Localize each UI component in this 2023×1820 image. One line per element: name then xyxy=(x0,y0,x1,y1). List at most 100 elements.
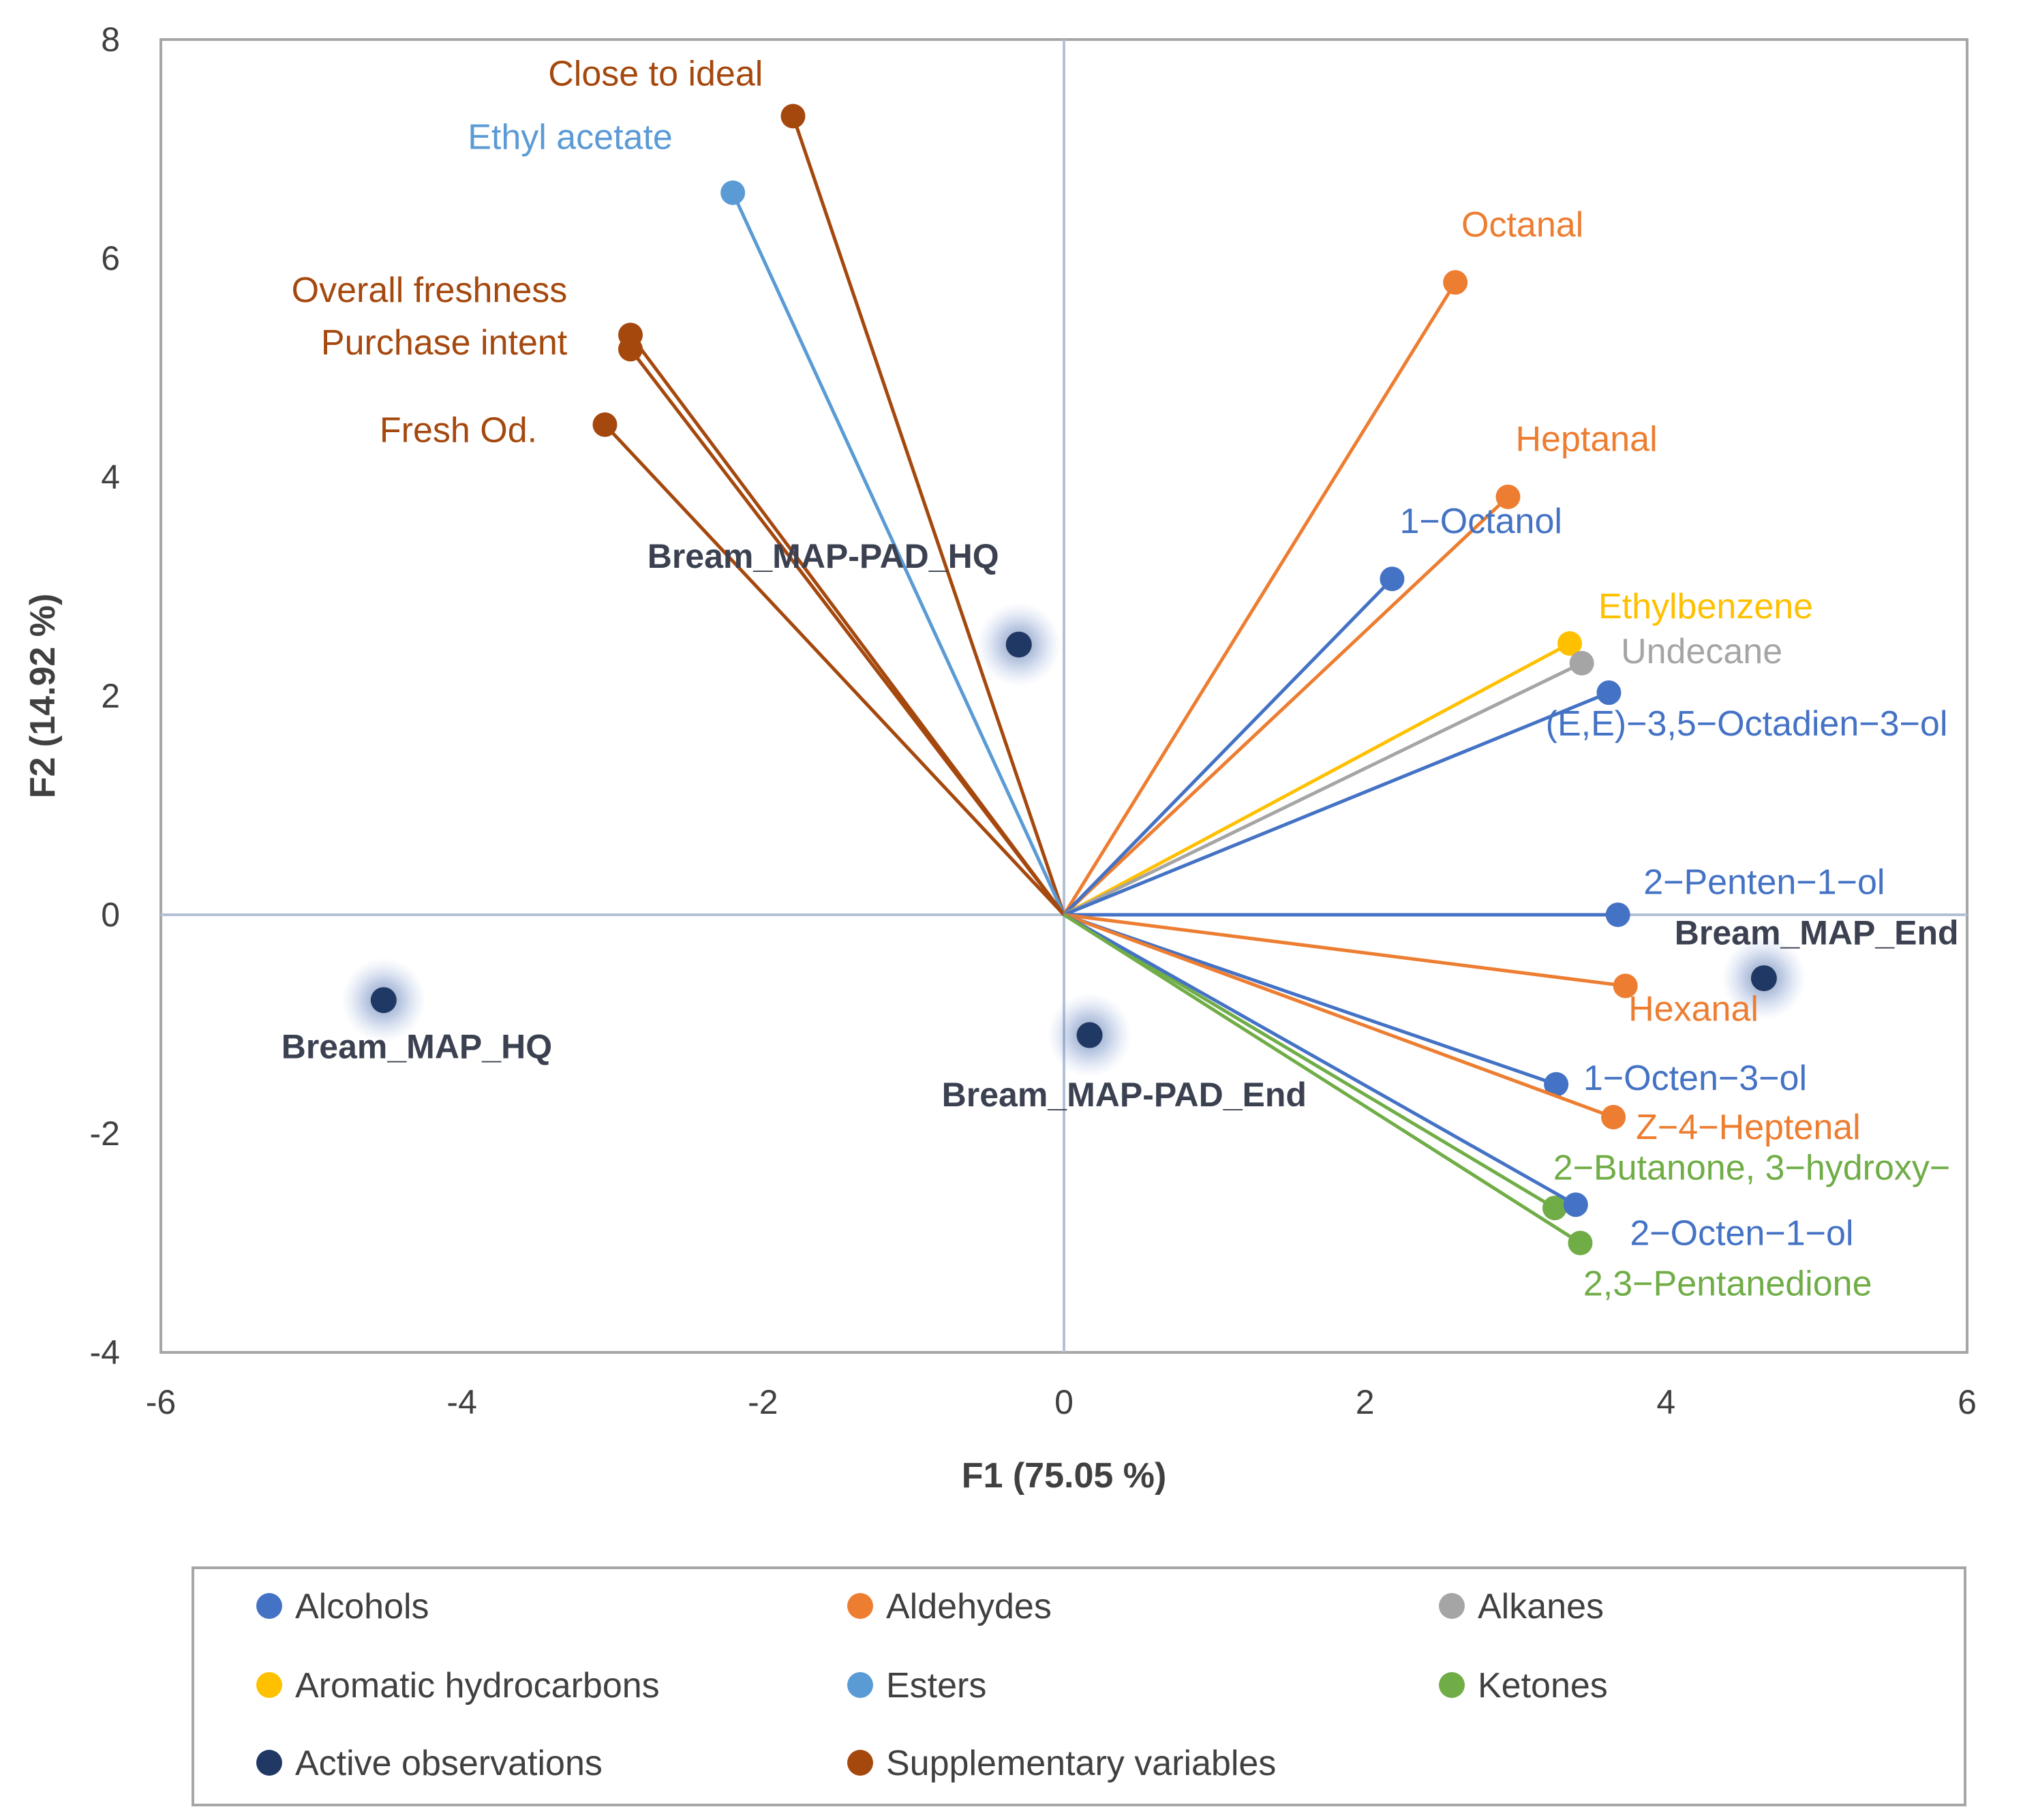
legend-marker-supplementary-variables xyxy=(847,1750,873,1776)
label-overall-freshness: Overall freshness xyxy=(292,271,568,310)
y-tick-label: 8 xyxy=(101,20,120,59)
legend-marker-esters xyxy=(847,1672,873,1698)
point-1-octen-3-ol xyxy=(1544,1072,1569,1097)
label-ethyl-acetate: Ethyl acetate xyxy=(468,118,673,157)
vector-z-4-heptenal xyxy=(1063,913,1614,1119)
label-fresh-od: Fresh Od. xyxy=(380,411,537,451)
variable-labels: Close to ideal Ethyl acetate Overall fresh… xyxy=(292,54,1951,1303)
label-e-e-3-5-octadien-3-ol: (E,E)−3,5−Octadien−3−ol xyxy=(1546,704,1948,744)
point-undecane xyxy=(1569,650,1594,676)
vector-purchase-intent xyxy=(629,348,1065,916)
legend-label-aromatic-hydrocarbons: Aromatic hydrocarbons xyxy=(295,1666,660,1705)
x-tick-labels: -6 -4 -2 0 2 4 6 xyxy=(146,1383,1977,1421)
point-2-butanone-3-hydroxy xyxy=(1542,1196,1567,1221)
point-e-e-3-5-octadien-3-ol xyxy=(1596,680,1622,706)
label-close-to-ideal: Close to ideal xyxy=(548,54,763,93)
vector-2-3-pentanedione xyxy=(1063,913,1581,1245)
point-ethylbenzene xyxy=(1557,631,1582,656)
label-octanal: Octanal xyxy=(1461,205,1583,245)
observation-bream-map-end xyxy=(1750,965,1777,992)
point-octanal xyxy=(1443,270,1468,295)
vector-heptanal xyxy=(1063,496,1510,916)
point-heptanal xyxy=(1495,484,1521,509)
x-tick-label: 6 xyxy=(1958,1383,1977,1421)
label-2-penten-1-ol: 2−Penten−1−ol xyxy=(1643,863,1885,903)
vector-e-e-3-5-octadien-3-ol xyxy=(1063,691,1610,917)
label-undecane: Undecane xyxy=(1621,632,1782,671)
observation-label-bream-map-pad-hq: Bream_MAP-PAD_HQ xyxy=(648,537,999,575)
x-tick-label: -6 xyxy=(146,1383,176,1421)
legend-label-ketones: Ketones xyxy=(1478,1666,1608,1705)
point-2-penten-1-ol xyxy=(1605,903,1630,927)
vector-1-octen-3-ol xyxy=(1063,913,1557,1087)
vector-2-butanone-3-hydroxy xyxy=(1063,913,1556,1210)
observation-bream-map-pad-end xyxy=(1076,1022,1103,1048)
label-heptanal: Heptanal xyxy=(1516,419,1658,459)
vector-octanal xyxy=(1062,281,1457,916)
legend-label-aldehydes: Aldehydes xyxy=(886,1587,1052,1626)
label-z-4-heptenal: Z−4−Heptenal xyxy=(1636,1108,1861,1147)
label-2-octen-1-ol: 2−Octen−1−ol xyxy=(1630,1214,1853,1254)
legend-marker-aldehydes xyxy=(847,1593,873,1619)
legend-box xyxy=(192,1566,1966,1806)
observation-label-bream-map-hq: Bream_MAP_HQ xyxy=(282,1027,552,1065)
x-tick-label: 4 xyxy=(1656,1383,1675,1421)
y-axis-title: F2 (14.92 %) xyxy=(23,594,63,799)
point-ethyl-acetate xyxy=(720,180,746,205)
point-z-4-heptenal xyxy=(1601,1104,1626,1129)
x-tick-label: -2 xyxy=(748,1383,778,1421)
label-purchase-intent: Purchase intent xyxy=(321,323,568,363)
legend-marker-alcohols xyxy=(256,1593,282,1619)
point-2-3-pentanedione xyxy=(1568,1230,1593,1256)
y-tick-label: 0 xyxy=(101,896,120,934)
y-tick-label: 4 xyxy=(101,458,120,496)
y-tick-labels: -4 -2 0 2 4 6 8 xyxy=(90,20,120,1371)
variable-vectors xyxy=(592,104,1638,1256)
legend-marker-alkanes xyxy=(1439,1593,1465,1619)
label-ethylbenzene: Ethylbenzene xyxy=(1598,587,1813,626)
y-tick-label: -2 xyxy=(90,1114,120,1153)
legend: Alcohols Aldehydes Alkanes Aromatic hydroca… xyxy=(256,1587,1608,1783)
legend-marker-ketones xyxy=(1439,1672,1465,1698)
vector-2-octen-1-ol xyxy=(1063,913,1577,1207)
y-tick-label: 2 xyxy=(101,677,120,715)
legend-marker-aromatic-hydrocarbons xyxy=(256,1672,282,1698)
x-axis-title: F1 (75.05 %) xyxy=(962,1456,1167,1496)
legend-label-supplementary-variables: Supplementary variables xyxy=(886,1744,1276,1783)
x-tick-label: 0 xyxy=(1054,1383,1074,1421)
point-purchase-intent xyxy=(618,337,643,362)
point-hexanal xyxy=(1613,973,1638,999)
vector-ethylbenzene xyxy=(1063,641,1571,917)
legend-label-esters: Esters xyxy=(886,1666,986,1705)
legend-label-active-observations: Active observations xyxy=(295,1744,603,1783)
point-1-octanol xyxy=(1380,566,1405,592)
x-tick-label: 2 xyxy=(1356,1383,1375,1421)
legend-label-alkanes: Alkanes xyxy=(1478,1587,1604,1626)
y-tick-label: -4 xyxy=(90,1333,120,1371)
x-tick-label: -4 xyxy=(446,1383,476,1421)
vector-ethyl-acetate xyxy=(731,192,1066,916)
vector-1-octanol xyxy=(1063,577,1394,916)
observations: Bream_MAP-PAD_HQ Bream_MAP_End Bream_MAP_H… xyxy=(282,537,1959,1114)
y-tick-label: 6 xyxy=(101,239,120,277)
observation-bream-map-hq xyxy=(370,987,397,1014)
observation-label-bream-map-end: Bream_MAP_End xyxy=(1675,913,1959,952)
label-1-octanol: 1−Octanol xyxy=(1399,502,1562,541)
observation-label-bream-map-pad-end: Bream_MAP-PAD_End xyxy=(942,1076,1307,1114)
vector-fresh-od xyxy=(603,423,1065,916)
vector-undecane xyxy=(1063,661,1583,917)
point-fresh-od xyxy=(592,412,618,437)
vector-close-to-ideal xyxy=(791,115,1066,915)
observation-bream-map-pad-hq xyxy=(1005,631,1032,658)
vector-hexanal xyxy=(1063,913,1626,988)
label-1-octen-3-ol: 1−Octen−3−ol xyxy=(1583,1059,1807,1098)
point-2-octen-1-ol xyxy=(1563,1192,1588,1217)
label-2-3-pentanedione: 2,3−Pentanedione xyxy=(1583,1264,1872,1304)
legend-label-alcohols: Alcohols xyxy=(295,1587,429,1626)
label-hexanal: Hexanal xyxy=(1628,990,1759,1029)
legend-marker-active-observations xyxy=(256,1750,282,1776)
label-2-butanone-3-hydroxy: 2−Butanone, 3−hydroxy− xyxy=(1553,1148,1951,1187)
point-close-to-ideal xyxy=(780,104,806,129)
